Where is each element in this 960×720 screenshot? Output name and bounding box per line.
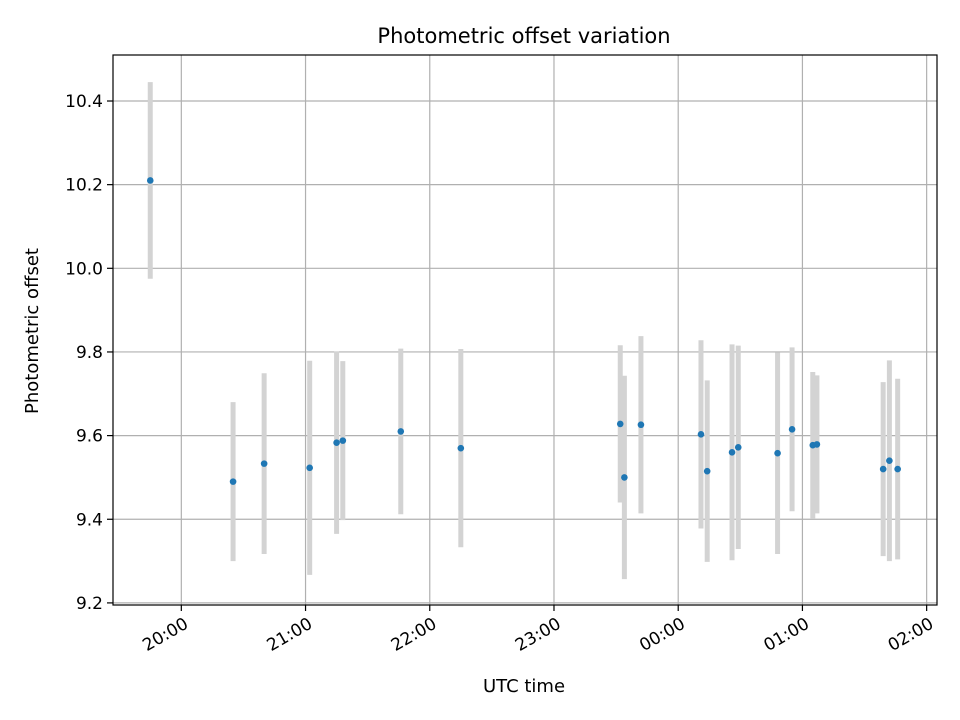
data-point (697, 431, 705, 438)
x-tick-label: 20:00 (139, 614, 191, 656)
y-axis-label: Photometric offset (22, 248, 43, 414)
plot-frame (112, 54, 938, 606)
data-point (879, 465, 887, 473)
data-point (333, 439, 340, 447)
data-point (703, 467, 711, 475)
y-tick-label: 10.0 (65, 259, 103, 279)
data-point (734, 444, 742, 451)
data-point (788, 426, 796, 433)
x-tick-label: 22:00 (388, 614, 440, 656)
x-tick-label: 02:00 (885, 614, 937, 656)
error-bars (147, 82, 901, 580)
data-points (146, 177, 901, 485)
grid-lines (113, 55, 937, 605)
y-tick-label: 9.2 (76, 594, 103, 614)
data-point (260, 460, 268, 467)
y-tick-label: 9.8 (76, 343, 103, 363)
x-tick-label: 00:00 (636, 614, 688, 656)
data-point (728, 449, 736, 456)
data-point (306, 464, 313, 472)
y-tick-label: 10.4 (65, 92, 103, 112)
data-point (146, 177, 154, 184)
x-tick-label: 01:00 (760, 614, 812, 656)
y-axis-ticks: 9.2 9.4 9.6 9.8 10.0 10.2 10.4 (65, 92, 113, 614)
data-point (886, 457, 893, 465)
data-point (813, 441, 821, 448)
data-point (621, 474, 628, 481)
chart-title: Photometric offset variation (377, 24, 670, 48)
data-point (774, 449, 781, 457)
y-tick-label: 10.2 (65, 176, 103, 196)
data-point (637, 421, 645, 429)
x-axis-label: UTC time (483, 676, 565, 697)
data-point (894, 465, 901, 473)
data-point (339, 437, 347, 444)
x-axis-ticks: 20:00 21:00 22:00 23:00 00:00 01:00 02:00 (139, 605, 937, 656)
data-point (457, 444, 465, 452)
data-point (397, 428, 405, 435)
data-point (616, 420, 624, 428)
x-tick-label: 21:00 (264, 614, 316, 656)
x-tick-label: 23:00 (512, 614, 564, 656)
y-tick-label: 9.4 (76, 510, 103, 530)
y-tick-label: 9.6 (76, 427, 103, 447)
data-point (229, 478, 237, 485)
